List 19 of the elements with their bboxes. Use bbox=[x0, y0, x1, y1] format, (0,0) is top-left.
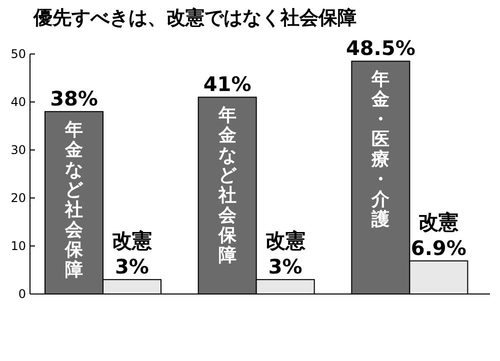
y-tick-label: 50 bbox=[10, 47, 26, 61]
y-tick-label: 30 bbox=[10, 143, 26, 157]
data-label: 3% bbox=[268, 254, 302, 279]
y-tick-label: 10 bbox=[10, 239, 26, 253]
y-tick-label: 20 bbox=[10, 191, 26, 205]
data-label: 38% bbox=[50, 86, 98, 111]
annotation: 改憲 bbox=[265, 228, 306, 253]
y-tick-label: 40 bbox=[10, 95, 26, 109]
annotation: 改憲 bbox=[112, 228, 153, 253]
annotation: 年金など社会保障 bbox=[217, 105, 238, 266]
annotation: 年金など社会保障 bbox=[64, 120, 84, 281]
annotation: 改憲 bbox=[418, 210, 460, 234]
y-tick-label: 0 bbox=[18, 287, 26, 301]
annotation: 年金・医療・介護 bbox=[370, 69, 391, 230]
data-label: 6.9% bbox=[410, 236, 466, 260]
data-label: 41% bbox=[203, 72, 252, 96]
data-label: 3% bbox=[115, 254, 149, 279]
chart-title: 優先すべきは、改憲ではなく社会保障 bbox=[32, 7, 356, 29]
data-label: 48.5% bbox=[346, 36, 416, 60]
